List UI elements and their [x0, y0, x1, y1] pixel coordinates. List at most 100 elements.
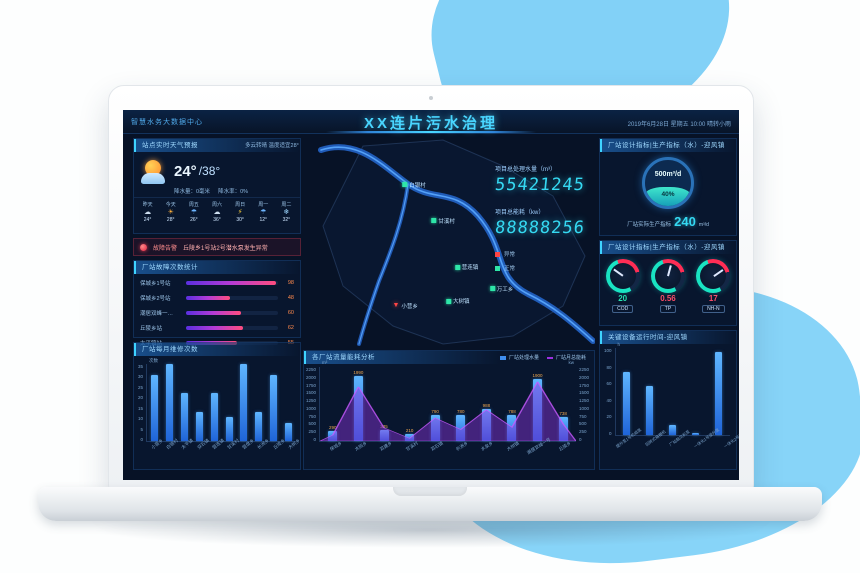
webcam-dot: [429, 96, 433, 100]
equipment-bar-chart: 100 80 60 40 20 0 h: [600, 342, 736, 436]
y-tick: 1500: [578, 390, 589, 396]
normal-dot-icon: [431, 218, 437, 224]
gauge-needle: [712, 269, 723, 277]
combo-bar: [507, 415, 517, 441]
day-label: 周一: [258, 202, 269, 208]
energy-area-series: [320, 381, 576, 441]
combo-bar: [353, 375, 363, 441]
header-datetime: 2019年6月28日 星期五 10:00 晴转小雨: [627, 122, 731, 128]
y-tick: 500: [578, 421, 587, 427]
total-water-value: 55421245: [493, 175, 586, 195]
combo-bar: [456, 415, 466, 441]
fault-row: 潮居双峰一… 60: [140, 309, 294, 317]
weather-icon: ☂: [190, 209, 197, 216]
equipment-bar-col: [661, 348, 684, 435]
day-temp: 26°: [190, 217, 198, 223]
monthly-bar: [255, 412, 263, 441]
bar-value: 738: [559, 410, 567, 416]
temp-high: /38°: [198, 164, 221, 178]
water-volume-label: 厂站处理水量: [508, 355, 539, 361]
temp-now: 24°: [174, 162, 197, 180]
equipment-bars: h: [614, 342, 730, 436]
weather-day: 今天 ☀ 28°: [159, 201, 182, 223]
y-tick: 10: [138, 416, 144, 422]
y-tick: 1000: [306, 405, 317, 411]
weather-day: 周一 ☂ 12°: [252, 201, 275, 223]
gauge-value: 0.56: [660, 294, 676, 303]
water-quality-panel: 厂站设计指标|生产指标（水）-迎风镇 20 COD 0.56 TP 17 NH-N: [599, 240, 737, 326]
fault-alert-bar[interactable]: 故障告警 丘陵乡1号站2号潜水泵发生异常: [133, 238, 301, 256]
actual-label: 厂站实际生产指标: [627, 222, 672, 228]
fault-value: 60: [287, 310, 294, 316]
y-tick: 20: [138, 395, 144, 401]
sun-cloud-icon: [140, 158, 166, 184]
page-title: XX连片污水治理: [363, 115, 498, 132]
day-temp: 30°: [236, 217, 244, 223]
legend-abnormal: 异常: [495, 250, 597, 258]
combo-bar: [405, 434, 415, 441]
equipment-bar: [692, 432, 700, 435]
donut-gauge: 500m³/d 40%: [642, 157, 694, 209]
day-temp: 24°: [143, 217, 152, 223]
day-label: 周日: [235, 202, 246, 208]
map-weather-note: 多云转晴 温度适宜28°: [245, 143, 299, 149]
gauge-nh-n: 17 NH-N: [691, 259, 736, 313]
combo-bar-col: 210: [397, 367, 423, 441]
combo-bar: [481, 408, 491, 441]
y-tick: 15: [138, 405, 144, 411]
gauge-dial: [696, 259, 731, 293]
map-marker-abnormal: ▼ 小营乡: [392, 302, 417, 310]
production-panel: 厂站设计指标|生产指标（水）-迎风镇 500m³/d 40% 厂站实际生产指标 …: [599, 138, 737, 236]
combo-bar-col: 788: [499, 367, 525, 441]
weather-day: 昨天 ☁ 24°: [136, 201, 159, 223]
equipment-runtime-panel: 关键设备运行时间-迎风镇 100 80 60 40 20 0 h 提升泵1号机组泵 回转式格…: [599, 330, 739, 470]
equipment-bar: [646, 385, 654, 435]
fault-bar: [186, 296, 231, 300]
y-tick: 30: [138, 374, 144, 380]
equipment-unit: h: [617, 342, 621, 347]
fault-value: 62: [287, 325, 294, 331]
combo-bar-col: 335: [371, 367, 397, 441]
fault-count-panel: 厂站故障次数统计 保城乡1号站98保城乡2号站48潮居双峰一…60丘陵乡站62太…: [133, 260, 301, 347]
weather-icon: ⚡: [237, 209, 243, 216]
day-label: 周六: [211, 202, 222, 208]
normal-label: 正常: [504, 266, 516, 272]
fault-bar-track: [186, 296, 278, 300]
fault-value: 98: [287, 280, 294, 286]
marker-label: 白银村: [409, 182, 426, 189]
monthly-bar: [165, 364, 173, 441]
weather-icon: ☂: [260, 209, 267, 216]
monthly-bars: 次数: [146, 358, 296, 442]
y-tick: 25: [138, 384, 144, 390]
weather-day: 周日 ⚡ 30°: [229, 201, 252, 223]
y-tick: 750: [578, 413, 587, 419]
day-temp: 28°: [166, 217, 175, 223]
project-totals: 项目总处理水量（m³） 55421245 项目总能耗（kw） 88888256 …: [493, 164, 597, 272]
y-tick: 1250: [578, 398, 589, 404]
fault-row: 保城乡2号站 48: [140, 294, 294, 302]
abnormal-pin-icon: ▼: [392, 302, 400, 310]
combo-left-unit: m³: [322, 360, 328, 365]
water-volume-swatch: [499, 355, 506, 360]
fault-station-label: 保城乡2号站: [140, 296, 171, 302]
monthly-bar-col: [281, 364, 296, 441]
monthly-bar: [180, 392, 188, 441]
marker-label: 营连镇: [461, 265, 479, 272]
region-map[interactable]: 白银村 甘溪村 营连镇 万工乡 大树镇 ▼ 小营乡: [303, 136, 596, 348]
gauge-face: [700, 263, 727, 289]
monthly-bar-col: [251, 364, 266, 441]
weather-panel-title: 站点实时天气预报: [134, 139, 300, 152]
y-tick: 0: [140, 436, 144, 442]
monthly-x-labels: 小营乡 白银村 太平镇 双石镇 营连镇 甘溪村 营盘乡 长洲乡 丘陵乡 大树乡: [134, 438, 301, 458]
bar-value: 780: [457, 409, 465, 415]
gauge-needle: [613, 269, 624, 277]
equipment-bar-col: [616, 348, 639, 435]
energy-swatch: [546, 356, 553, 359]
monthly-y-axis: 35 30 25 20 15 10 5 0: [138, 364, 146, 442]
title-decoration: [326, 131, 536, 133]
weather-day: 周五 ☂ 26°: [182, 201, 205, 223]
actual-value: 240: [674, 214, 696, 229]
total-water-label: 项目总处理水量（m³）: [495, 167, 556, 173]
y-tick: 5: [140, 426, 144, 432]
y-tick: 0: [609, 430, 612, 436]
